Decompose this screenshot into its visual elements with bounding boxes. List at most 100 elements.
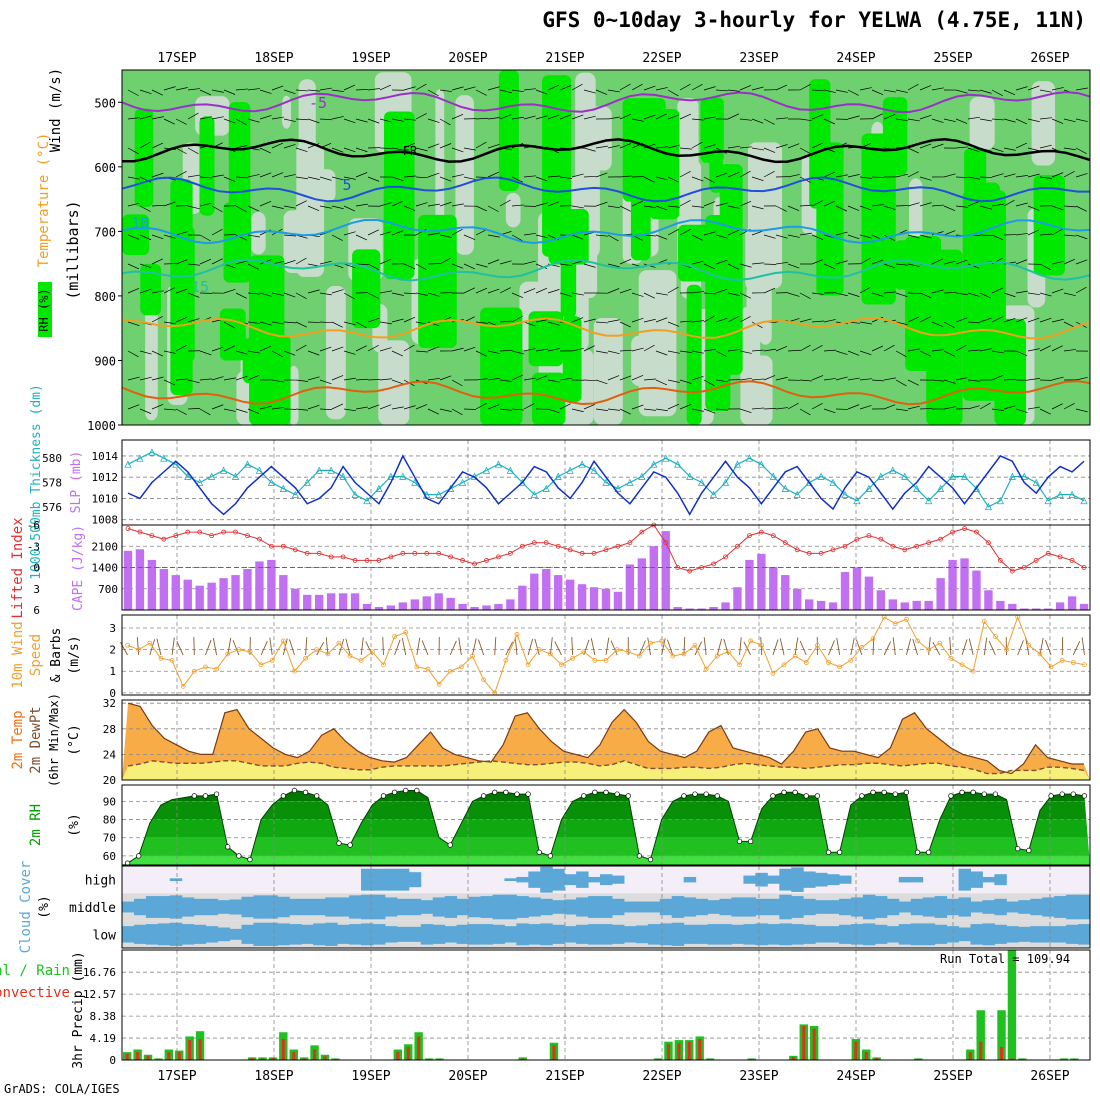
wind-barb [343,176,356,180]
temp-frame [121,699,1091,781]
wind-10m-barb [949,637,952,656]
rh-marker [792,789,798,795]
wind-10m-barb [667,639,674,656]
precip-convective-bar [750,1058,754,1060]
cape-bar [386,605,396,610]
wind-barb [1027,147,1040,152]
pressure-tick-label: 1000 [87,419,116,433]
wind-barb [1003,292,1016,298]
wind-barb [943,205,956,211]
cape-bar [972,570,981,610]
wind-barb [535,234,548,239]
cloud-bar-low [850,924,864,945]
rh-marker [391,789,398,795]
cloud-bar-low [145,924,159,945]
wind-barb [799,147,811,155]
contour-label: -5 [309,94,327,112]
wind-barb [655,408,668,412]
wind-barb [1015,86,1028,91]
wind-barb [139,234,152,241]
thickness-marker [626,478,634,486]
thickness-marker [853,496,861,505]
isotherm-line [121,258,1091,282]
cape-bar [554,575,563,610]
wind-barb [139,376,152,381]
wind-barb [439,375,452,381]
lifted-index-marker [603,547,609,553]
pressure-tick-label: 700 [94,225,116,239]
precip-axis-title: 3hr Precip (mm) [71,951,86,1068]
wind-barb [259,200,272,207]
wind-barb [307,350,320,356]
wind-barb [211,258,223,265]
cloud-bar-middle [504,894,517,920]
precip-tick-label: 8.38 [90,1010,117,1023]
wind-barb [391,406,404,410]
wind-barb [427,232,440,236]
wind-barb [607,408,620,411]
wind-barb [1039,317,1052,323]
thickness-marker [255,466,264,474]
cloud-bar-low [217,927,231,942]
wind-barb [367,404,380,410]
cloud-bar-low [803,924,816,944]
cloud-bar-middle [540,898,553,916]
wind-barb [247,374,260,381]
wind-speed-marker [436,681,442,687]
rh-marker [403,787,409,794]
lifted-index-marker [137,529,143,535]
cloud-bar-low [827,926,840,943]
cloud-bar-middle [384,897,398,917]
wind-barb [943,292,957,294]
wind-barb [907,202,920,207]
precip-legend-total: tal / Rain [0,963,70,979]
wind-barb [403,205,416,211]
wind-10m-barb [661,638,666,656]
rh-marker [914,849,921,855]
wind-barb [703,292,716,295]
wind-speed-marker [269,658,275,663]
wind-barb [823,89,836,93]
wind-barb [799,408,811,416]
wind-barb [535,348,548,352]
cloud-bar-high [611,875,625,884]
rh-moist-patch [228,102,251,217]
wind-barb [655,87,668,91]
wind-barb [163,408,176,411]
wind-tick-label: 1 [109,665,116,678]
cloud-bar-high [396,868,410,891]
date-label-bottom: 25SEP [933,1069,972,1084]
thickness-axis-title: 1000-500mb Thickness (dm) [29,384,44,580]
wind-barb [187,174,200,178]
wind-barb [703,144,716,149]
wind-barb [211,346,224,352]
wind-barb [475,117,488,120]
wind-barb [1039,233,1052,236]
wind-barb [331,289,344,294]
lifted-index-marker [890,543,896,549]
wind-10m-barb [289,639,295,656]
wind-barb [895,408,908,412]
cloud-axis-title-1: Cloud Cover [18,861,34,954]
rh-marker [136,853,142,859]
wind-barb [427,203,440,207]
wind-speed-marker [1048,664,1054,670]
wind-barb [679,379,692,384]
lifted-index-marker [292,547,298,553]
cloud-bar-low [1018,926,1031,942]
wind-barb [979,348,992,352]
wind-barb [691,118,704,121]
wind-barb [703,116,716,120]
thickness-marker [506,466,515,474]
wind-barb [199,202,212,207]
rh-moist-patch [418,214,457,348]
temperature-side-label: Temperature (°C) [36,133,52,268]
lifted-index-marker [221,529,226,535]
wind-barb [1039,263,1051,271]
wind-10m-barb [1061,637,1064,656]
thickness-marker [948,472,957,480]
precip-convective-bar [156,1058,160,1060]
lifted-index-marker [316,550,322,556]
wind-barb [1015,202,1028,207]
cloud-bar-middle [934,896,948,918]
